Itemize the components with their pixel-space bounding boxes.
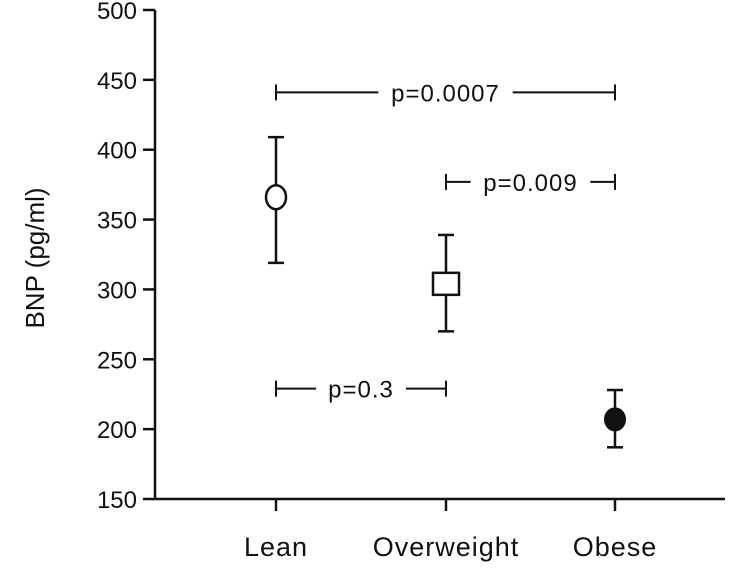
data-point-open-circle [264, 183, 288, 211]
y-tick-label: 200 [97, 417, 137, 444]
x-category-labels: Lean Overweight Obese [244, 499, 658, 562]
data-point-filled-circle [604, 407, 626, 432]
p-value-label: p=0.3 [328, 377, 394, 404]
y-tick-label: 400 [97, 138, 137, 165]
y-tick-label: 150 [97, 487, 137, 514]
y-tick-label: 350 [97, 208, 137, 235]
y-tick-label: 450 [97, 68, 137, 95]
y-ticks: 150 200 250 300 350 400 450 500 [97, 0, 155, 514]
data-point-open-square [431, 271, 461, 297]
y-tick-label: 500 [97, 0, 137, 25]
y-tick-label: 250 [97, 347, 137, 374]
data-markers [264, 183, 626, 432]
comparison-brackets: p=0.0007 p=0.009 p=0.3 [275, 80, 616, 404]
x-category-label: Lean [244, 532, 308, 562]
y-tick-label: 300 [97, 277, 137, 304]
p-value-label: p=0.009 [483, 170, 577, 197]
y-axis-title: BNP (pg/ml) [20, 187, 50, 328]
x-category-label: Obese [573, 532, 658, 562]
p-value-label: p=0.0007 [391, 80, 500, 107]
x-category-label: Overweight [373, 532, 520, 562]
